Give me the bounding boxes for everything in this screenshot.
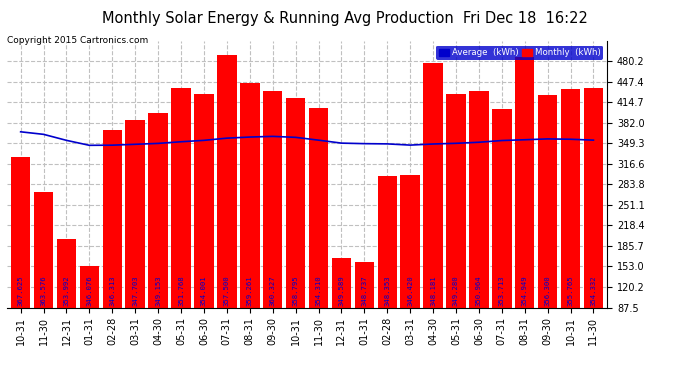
Bar <box>492 109 511 362</box>
Bar <box>148 113 168 362</box>
Bar <box>400 176 420 362</box>
Text: 354.310: 354.310 <box>315 275 322 306</box>
Bar <box>424 63 443 362</box>
Bar <box>11 157 30 362</box>
Bar <box>377 176 397 362</box>
Legend: Average  (kWh), Monthly  (kWh): Average (kWh), Monthly (kWh) <box>436 45 603 60</box>
Text: 346.420: 346.420 <box>407 275 413 306</box>
Text: 347.703: 347.703 <box>132 275 138 306</box>
Bar <box>584 88 603 362</box>
Bar <box>240 83 259 362</box>
Text: 351.768: 351.768 <box>178 275 184 306</box>
Text: 357.500: 357.500 <box>224 275 230 306</box>
Bar <box>194 94 214 362</box>
Bar <box>538 95 558 362</box>
Text: 354.949: 354.949 <box>522 275 528 306</box>
Text: 350.964: 350.964 <box>476 275 482 306</box>
Bar <box>446 94 466 362</box>
Text: 355.765: 355.765 <box>568 275 573 306</box>
Text: 349.589: 349.589 <box>338 275 344 306</box>
Bar <box>308 108 328 362</box>
Bar <box>263 92 282 362</box>
Text: 346.076: 346.076 <box>86 275 92 306</box>
Text: 353.992: 353.992 <box>63 275 70 306</box>
Bar <box>561 89 580 362</box>
Text: 356.300: 356.300 <box>544 275 551 306</box>
Bar <box>171 88 190 362</box>
Text: 360.327: 360.327 <box>270 275 276 306</box>
Text: 354.332: 354.332 <box>591 275 596 306</box>
Text: 349.280: 349.280 <box>453 275 459 306</box>
Bar <box>355 262 374 362</box>
Text: 359.261: 359.261 <box>247 275 253 306</box>
Text: 358.795: 358.795 <box>293 275 299 306</box>
Bar <box>332 258 351 362</box>
Bar <box>79 266 99 362</box>
Bar <box>217 55 237 362</box>
Text: 354.001: 354.001 <box>201 275 207 306</box>
Text: 353.713: 353.713 <box>499 275 505 306</box>
Text: 348.181: 348.181 <box>430 275 436 306</box>
Bar <box>103 130 122 362</box>
Text: 349.153: 349.153 <box>155 275 161 306</box>
Text: 346.313: 346.313 <box>109 275 115 306</box>
Text: Copyright 2015 Cartronics.com: Copyright 2015 Cartronics.com <box>7 36 148 45</box>
Text: 363.576: 363.576 <box>41 275 46 306</box>
Text: 348.353: 348.353 <box>384 275 391 306</box>
Bar <box>34 192 53 362</box>
Bar <box>57 239 76 362</box>
Bar <box>286 98 306 362</box>
Text: 367.625: 367.625 <box>18 275 23 306</box>
Bar <box>126 120 145 362</box>
Text: 348.737: 348.737 <box>362 275 367 306</box>
Text: Monthly Solar Energy & Running Avg Production  Fri Dec 18  16:22: Monthly Solar Energy & Running Avg Produ… <box>102 11 588 26</box>
Bar <box>469 91 489 362</box>
Bar <box>515 57 535 362</box>
